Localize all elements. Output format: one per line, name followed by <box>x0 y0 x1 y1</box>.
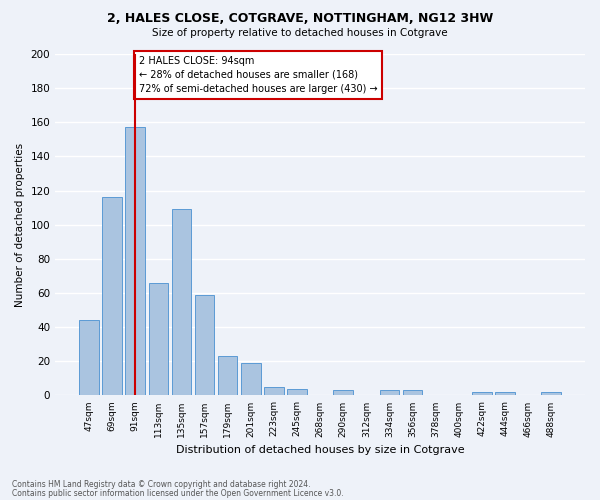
X-axis label: Distribution of detached houses by size in Cotgrave: Distribution of detached houses by size … <box>176 445 464 455</box>
Bar <box>495 392 515 396</box>
Bar <box>380 390 399 396</box>
Text: Contains public sector information licensed under the Open Government Licence v3: Contains public sector information licen… <box>12 490 344 498</box>
Bar <box>172 210 191 396</box>
Bar <box>264 387 284 396</box>
Y-axis label: Number of detached properties: Number of detached properties <box>15 142 25 307</box>
Bar <box>79 320 99 396</box>
Bar <box>403 390 422 396</box>
Text: Size of property relative to detached houses in Cotgrave: Size of property relative to detached ho… <box>152 28 448 38</box>
Text: Contains HM Land Registry data © Crown copyright and database right 2024.: Contains HM Land Registry data © Crown c… <box>12 480 311 489</box>
Bar <box>334 390 353 396</box>
Bar <box>241 363 260 396</box>
Bar <box>149 283 168 396</box>
Bar <box>218 356 238 396</box>
Bar <box>541 392 561 396</box>
Bar <box>125 128 145 396</box>
Bar <box>287 388 307 396</box>
Bar <box>103 198 122 396</box>
Text: 2 HALES CLOSE: 94sqm
← 28% of detached houses are smaller (168)
72% of semi-deta: 2 HALES CLOSE: 94sqm ← 28% of detached h… <box>139 56 377 94</box>
Text: 2, HALES CLOSE, COTGRAVE, NOTTINGHAM, NG12 3HW: 2, HALES CLOSE, COTGRAVE, NOTTINGHAM, NG… <box>107 12 493 26</box>
Bar <box>472 392 491 396</box>
Bar <box>195 294 214 396</box>
